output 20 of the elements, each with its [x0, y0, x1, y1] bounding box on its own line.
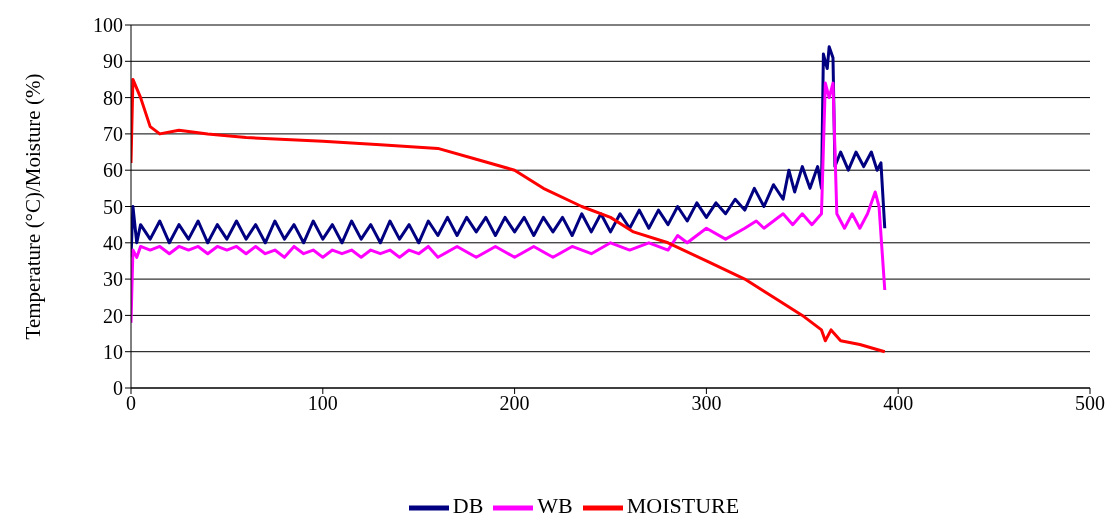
y-tick-label: 90: [103, 50, 123, 73]
y-tick-label: 40: [103, 231, 123, 254]
y-tick-label: 70: [103, 123, 123, 145]
y-tick-label: 20: [103, 304, 123, 327]
x-tick-label: 500: [1075, 392, 1105, 415]
y-axis-title: Temperature (°C)/Moisture (%): [21, 73, 46, 340]
legend-label: WB: [537, 493, 573, 519]
y-tick-label: 10: [103, 340, 123, 363]
y-tick-label: 80: [103, 86, 123, 109]
x-tick-label: 100: [307, 392, 338, 415]
x-tick-label: 200: [499, 392, 530, 415]
y-tick-label: 0: [113, 377, 123, 400]
legend-label: MOISTURE: [626, 493, 740, 519]
y-tick-label: 60: [103, 159, 123, 182]
y-tick-label: 100: [93, 14, 123, 37]
y-tick-label: 50: [103, 195, 123, 218]
y-tick-label: 30: [103, 268, 123, 291]
x-tick-label: 400: [883, 392, 914, 415]
x-tick-label: 300: [691, 392, 722, 415]
legend-label: DB: [452, 493, 484, 519]
